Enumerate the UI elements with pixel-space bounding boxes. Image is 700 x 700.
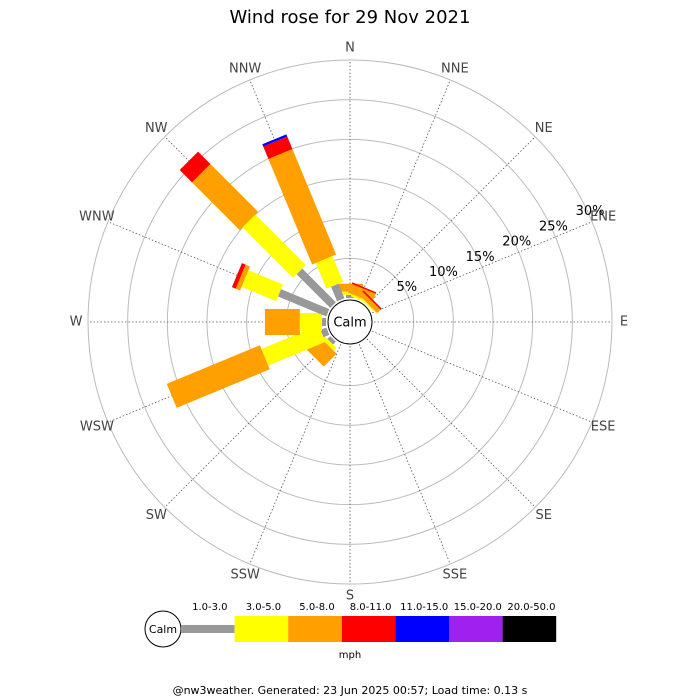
direction-label: SSW [230,568,260,583]
legend-swatch [234,616,289,642]
rose-segment [320,327,330,338]
rose-segment [299,313,323,331]
rose-segment [277,289,330,317]
legend-label: 20.0-50.0 [507,602,555,613]
legend-label: 3.0-5.0 [246,602,281,613]
rose-segment [337,283,363,292]
direction-label: W [70,315,83,330]
spoke [366,338,536,508]
rose-segment [192,164,259,231]
direction-label: NE [535,121,553,136]
rose-segment [231,263,246,289]
direction-label: WNW [79,210,115,225]
r-tick-label: 5% [397,280,418,295]
legend-unit: mph [339,650,361,661]
rose-segment [235,264,250,291]
rose-segment [321,335,337,351]
direction-label: N [345,41,355,56]
r-tick-label: 30% [576,204,605,219]
direction-label: E [620,315,628,330]
legend-label: 5.0-8.0 [299,602,334,613]
rose-segment [179,151,211,183]
rose-segment [360,297,375,312]
spoke [358,344,451,565]
legend-swatch [288,616,342,642]
rose-segment [362,290,382,310]
rose-segment [261,325,326,366]
direction-label: WSW [80,419,114,434]
rose-segment [242,214,306,278]
rose-segment [315,256,344,289]
r-tick-label: 10% [429,265,458,280]
legend-swatch [502,616,557,642]
rose-segment [351,282,377,294]
legend-swatch [449,616,503,642]
direction-label: NW [145,121,168,136]
rose-segment [346,294,354,298]
direction-label: SSE [442,568,467,583]
direction-label: SE [536,508,552,523]
legend-label: 1.0-3.0 [192,602,227,613]
legend-label: 11.0-15.0 [400,602,448,613]
legend-calm-label: Calm [149,623,177,636]
rose-segment [268,148,337,265]
grid-ring [87,59,613,585]
rose-segment [241,270,283,302]
direction-label: ENE [590,210,616,225]
r-tick-label: 15% [466,250,495,265]
chart-title: Wind rose for 29 Nov 2021 [230,7,471,28]
rose-segment [331,283,345,302]
spoke [164,338,334,508]
rose-segment [296,268,336,308]
direction-label: NNE [441,61,469,76]
rose-segment [322,318,326,326]
legend-label: 15.0-20.0 [454,602,502,613]
legend-label: 8.0-11.0 [350,602,392,613]
spoke [372,330,593,423]
direction-label: S [346,589,354,604]
calm-label: Calm [333,316,366,331]
spoke [358,79,451,300]
rose-segment [262,134,288,147]
rose-segment [327,336,336,345]
direction-label: NNW [229,61,261,76]
spoke [366,136,536,306]
footer: @nw3weather. Generated: 23 Jun 2025 00:5… [173,684,528,697]
spoke [372,221,593,314]
calm-circle [327,299,373,345]
legend-swatch [395,616,449,642]
rose-segment [263,136,293,159]
grid-ring [127,99,573,545]
direction-label: ESE [591,419,616,434]
legend-swatch [181,625,235,633]
direction-label: SW [146,508,167,523]
rose-segment [264,309,300,335]
r-tick-label: 25% [539,219,568,234]
rose-segment [166,345,270,408]
rose-segment [358,291,381,314]
grid-ring [246,218,454,426]
legend-swatch [341,616,396,642]
spoke [249,344,342,565]
r-tick-label: 20% [502,235,531,250]
